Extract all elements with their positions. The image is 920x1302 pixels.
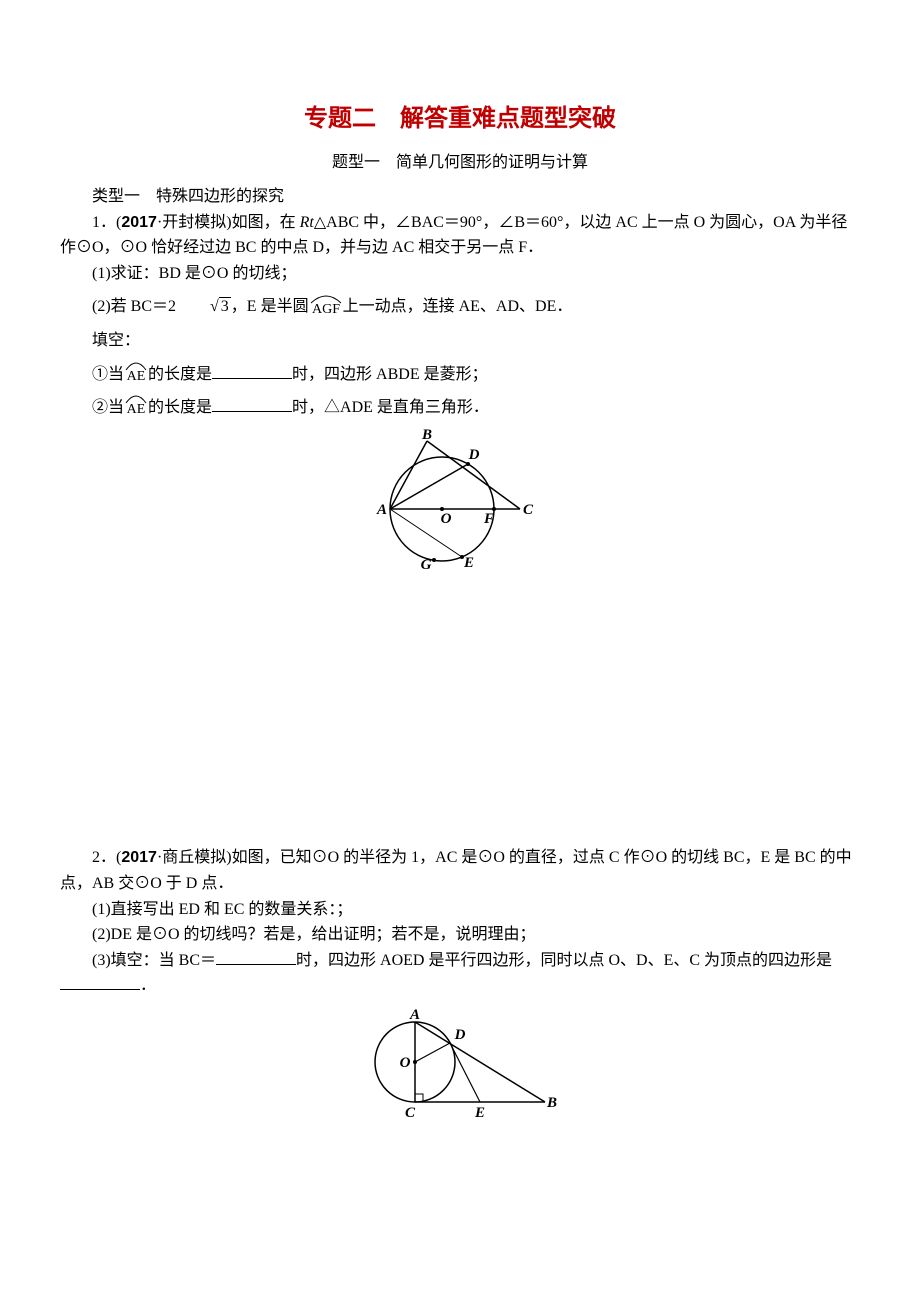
- fig2-label-A: A: [409, 1007, 420, 1023]
- q1-f2a: ②当: [92, 399, 124, 416]
- vertical-spacer: [60, 585, 860, 845]
- fig1-label-E: E: [463, 555, 474, 569]
- arc-text-ae2: AE: [127, 402, 146, 415]
- figure-1: B A C D O F E G: [60, 429, 860, 578]
- page-title: 专题二 解答重难点题型突破: [60, 100, 860, 138]
- q1-part1: (1)求证：BD 是⊙O 的切线；: [60, 261, 860, 287]
- q2-year: 2017: [121, 849, 157, 866]
- q1-p2b: ，E 是半圆: [231, 298, 309, 315]
- fig2-label-E: E: [474, 1105, 485, 1121]
- arc-icon-agf: AGF: [309, 293, 343, 315]
- q1-year: 2017: [121, 214, 157, 231]
- q2-part3: (3)填空：当 BC＝ 时，四边形 AOED 是平行四边形，同时以点 O、D、E、…: [60, 948, 860, 999]
- blank-input-1[interactable]: [212, 362, 292, 379]
- fig2-label-B: B: [546, 1095, 557, 1111]
- blank-input-4[interactable]: [60, 973, 140, 990]
- q2-label: 2．: [92, 849, 116, 866]
- q1-f1a: ①当: [92, 366, 124, 383]
- q1-rt: Rt: [300, 214, 314, 231]
- arc-text-ae1: AE: [127, 369, 146, 382]
- fig1-label-C: C: [523, 502, 534, 518]
- q1-p2c: 上一动点，连接 AE、AD、DE．: [343, 298, 573, 315]
- fig1-label-O: O: [441, 511, 452, 527]
- q2-part1: (1)直接写出 ED 和 EC 的数量关系：；: [60, 897, 860, 923]
- q1-f2c: 时，△ADE 是直角三角形．: [292, 399, 489, 416]
- q1-fill1: ①当AE的长度是 时，四边形 ABDE 是菱形；: [60, 362, 860, 388]
- figure-2: A O D C E B: [60, 1007, 860, 1146]
- q1-src-rest: ·开封模拟)如图，在: [157, 214, 296, 231]
- q1-part2: (2)若 BC＝2√3，E 是半圆AGF上一动点，连接 AE、AD、DE．: [60, 294, 860, 320]
- q2-p3c: ．: [140, 977, 156, 994]
- q2-part2: (2)DE 是⊙O 的切线吗？若是，给出证明；若不是，说明理由；: [60, 922, 860, 948]
- figure-1-svg: B A C D O F E G: [370, 429, 550, 569]
- blank-input-3[interactable]: [216, 948, 296, 965]
- q2-p3b: 时，四边形 AOED 是平行四边形，同时以点 O、D、E、C 为顶点的四边形是: [296, 952, 832, 969]
- q2-stem: 2．(2017·商丘模拟)如图，已知⊙O 的半径为 1，AC 是⊙O 的直径，过…: [60, 845, 860, 896]
- category-line: 类型一 特殊四边形的探究: [60, 184, 860, 210]
- sqrt-icon: √3: [176, 294, 231, 320]
- q1-fill2: ②当AE的长度是 时，△ADE 是直角三角形．: [60, 395, 860, 421]
- q1-f1b: 的长度是: [148, 366, 212, 383]
- arc-text-agf: AGF: [312, 302, 340, 315]
- fig1-label-D: D: [468, 447, 480, 463]
- q1-stem: 1．(2017·开封模拟)如图，在 Rt△ABC 中，∠BAC＝90°，∠B＝6…: [60, 210, 860, 261]
- q2-src-rest: ·商丘模拟)如图，已知⊙O 的半径为 1，AC 是⊙O 的直径，过点 C 作⊙O…: [60, 849, 852, 892]
- arc-icon-ae1: AE: [124, 360, 148, 382]
- q1-f1c: 时，四边形 ABDE 是菱形；: [292, 366, 488, 383]
- q1-p2a: (2)若 BC＝2: [92, 298, 176, 315]
- q2-p3a: (3)填空：当 BC＝: [92, 952, 216, 969]
- fig2-label-O: O: [400, 1055, 411, 1071]
- figure-2-svg: A O D C E B: [360, 1007, 560, 1137]
- fig1-label-F: F: [483, 511, 494, 527]
- fig2-label-C: C: [405, 1105, 416, 1121]
- fig1-label-G: G: [421, 557, 432, 569]
- q1-f2b: 的长度是: [148, 399, 212, 416]
- section-subtitle: 题型一 简单几何图形的证明与计算: [60, 150, 860, 176]
- q1-fill-label: 填空：: [60, 328, 860, 354]
- q1-label: 1．: [92, 214, 116, 231]
- fig2-label-D: D: [454, 1027, 466, 1043]
- arc-icon-ae2: AE: [124, 393, 148, 415]
- fig1-label-A: A: [376, 502, 387, 518]
- sqrt-value: 3: [219, 297, 231, 315]
- blank-input-2[interactable]: [212, 395, 292, 412]
- fig1-label-B: B: [421, 429, 432, 443]
